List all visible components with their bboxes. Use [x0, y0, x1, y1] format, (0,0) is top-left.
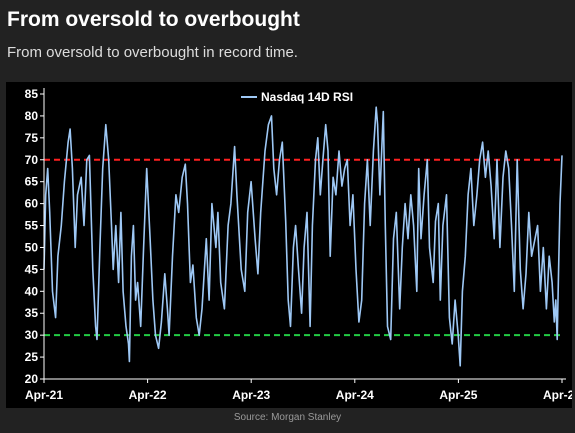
y-tick-label: 55	[25, 219, 39, 233]
axes	[43, 88, 566, 380]
x-tick-label: Apr-25	[439, 388, 477, 402]
y-tick-label: 50	[25, 240, 39, 254]
chart-panel: 20 25 30 35 40 45 50 55 60 65 70 75 80 85 Apr-21 Apr-2…	[6, 82, 572, 408]
y-tick-label: 60	[25, 197, 39, 211]
reference-lines	[44, 158, 562, 337]
y-tick-label: 75	[25, 131, 39, 145]
legend-label: Nasdaq 14D RSI	[261, 90, 353, 104]
x-tick-label: Apr-26	[543, 388, 572, 402]
y-tick-label: 30	[25, 328, 39, 342]
x-tick-label: Apr-23	[232, 388, 270, 402]
x-axis-ticks: Apr-21 Apr-22 Apr-23 Apr-24 Apr-25 Apr-26	[25, 379, 572, 402]
series-layer	[43, 106, 563, 367]
y-tick-label: 80	[25, 109, 39, 123]
y-tick-label: 20	[25, 372, 39, 386]
y-tick-label: 45	[25, 262, 39, 276]
source-note: Source: Morgan Stanley	[233, 412, 342, 423]
y-tick-label: 40	[25, 284, 39, 298]
y-axis-ticks: 20 25 30 35 40 45 50 55 60 65 70 75 80 85	[25, 87, 44, 386]
y-tick-label: 65	[25, 175, 39, 189]
y-tick-label: 85	[25, 87, 39, 101]
x-tick-label: Apr-22	[129, 388, 167, 402]
page-title: From oversold to overbought	[7, 8, 300, 31]
x-tick-label: Apr-21	[25, 388, 63, 402]
y-tick-label: 35	[25, 306, 39, 320]
y-tick-label: 25	[25, 350, 39, 364]
series-line-0	[43, 106, 563, 367]
legend: Nasdaq 14D RSI	[241, 90, 353, 104]
x-tick-label: Apr-24	[336, 388, 374, 402]
page-subtitle: From oversold to overbought in record ti…	[7, 44, 298, 61]
y-tick-label: 70	[25, 153, 39, 167]
